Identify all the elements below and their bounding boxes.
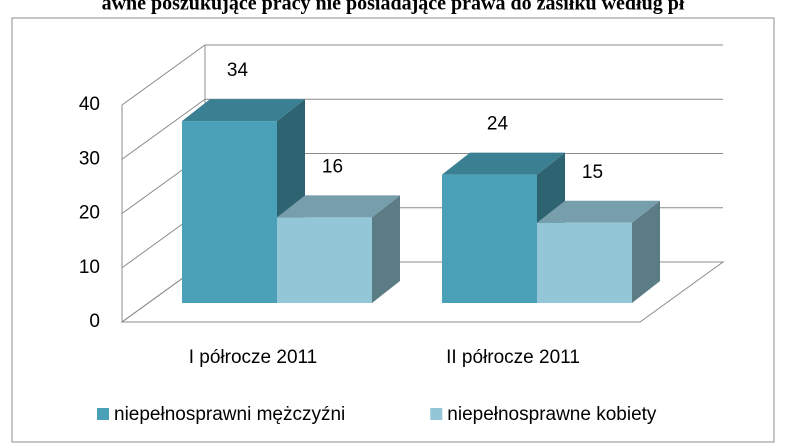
bar-side (372, 195, 400, 303)
bar-front (277, 217, 372, 303)
y-tick-label: 10 (79, 257, 100, 278)
data-label: 24 (487, 114, 509, 135)
bar (537, 200, 660, 303)
bar-front (442, 174, 537, 303)
y-tick-label: 40 (79, 94, 100, 115)
bar-front (537, 222, 632, 303)
data-label: 15 (582, 162, 603, 183)
bar-front (182, 121, 277, 303)
data-label: 16 (322, 156, 343, 177)
y-tick-label: 20 (79, 203, 100, 224)
bar-side (632, 200, 660, 303)
bar-top (277, 195, 400, 218)
y-tick-label: 30 (79, 148, 100, 169)
legend-label: niepełnosprawni mężczyźni (114, 404, 345, 425)
legend-label: niepełnosprawne kobiety (447, 404, 657, 425)
grid-line (121, 98, 723, 160)
legend-swatch (430, 408, 443, 420)
bar-top (182, 99, 305, 122)
bar-top (537, 200, 660, 223)
x-tick-label: II półrocze 2011 (446, 347, 580, 368)
bar-top (442, 152, 565, 175)
grid-line (121, 44, 723, 106)
y-tick-label: 0 (89, 311, 100, 332)
chart-title: awne poszukujące pracy nie posiadające p… (102, 0, 685, 15)
x-tick-label: I półrocze 2011 (189, 347, 318, 368)
bar (277, 195, 400, 303)
legend-swatch (97, 408, 109, 420)
data-label: 34 (227, 60, 249, 81)
